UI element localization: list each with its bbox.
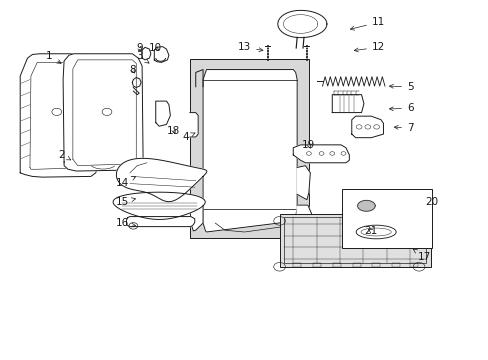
Bar [371, 263, 379, 267]
Polygon shape [154, 46, 168, 62]
Text: 8: 8 [129, 64, 135, 75]
Bar [312, 263, 320, 267]
Polygon shape [203, 69, 297, 232]
Polygon shape [189, 200, 203, 231]
Polygon shape [126, 217, 194, 226]
Polygon shape [331, 95, 363, 113]
Polygon shape [293, 145, 348, 163]
Text: 7: 7 [393, 123, 413, 133]
Polygon shape [142, 47, 151, 60]
Polygon shape [297, 205, 312, 229]
Text: 21: 21 [364, 226, 377, 236]
Text: 2: 2 [58, 150, 71, 160]
Text: 11: 11 [349, 17, 385, 30]
Bar [332, 263, 340, 267]
Polygon shape [113, 192, 205, 220]
Bar [341, 189, 431, 248]
Polygon shape [63, 54, 143, 171]
Bar [284, 217, 425, 263]
Bar [189, 59, 309, 238]
Text: 19: 19 [302, 140, 315, 150]
Text: 4: 4 [183, 132, 195, 142]
Polygon shape [297, 166, 310, 200]
Bar [293, 263, 301, 267]
Bar [352, 263, 360, 267]
Text: 9: 9 [136, 43, 142, 53]
Text: 20: 20 [425, 197, 438, 207]
Text: 5: 5 [388, 82, 413, 92]
Text: 15: 15 [116, 197, 135, 207]
Bar [409, 263, 417, 267]
Text: 17: 17 [412, 249, 430, 262]
Text: 6: 6 [388, 103, 413, 113]
Bar [279, 214, 430, 267]
Polygon shape [351, 116, 383, 138]
Bar [391, 263, 399, 267]
Polygon shape [357, 201, 374, 211]
Polygon shape [116, 158, 206, 202]
Text: 10: 10 [149, 43, 162, 53]
Polygon shape [156, 101, 170, 126]
Text: 14: 14 [116, 177, 135, 188]
Text: 12: 12 [354, 42, 385, 52]
Text: 1: 1 [46, 51, 61, 63]
Text: 16: 16 [116, 218, 135, 228]
Polygon shape [189, 113, 198, 137]
Polygon shape [20, 54, 98, 177]
Polygon shape [277, 10, 326, 38]
Text: 3: 3 [136, 51, 149, 63]
Text: 18: 18 [167, 126, 180, 135]
Text: 13: 13 [237, 42, 263, 52]
